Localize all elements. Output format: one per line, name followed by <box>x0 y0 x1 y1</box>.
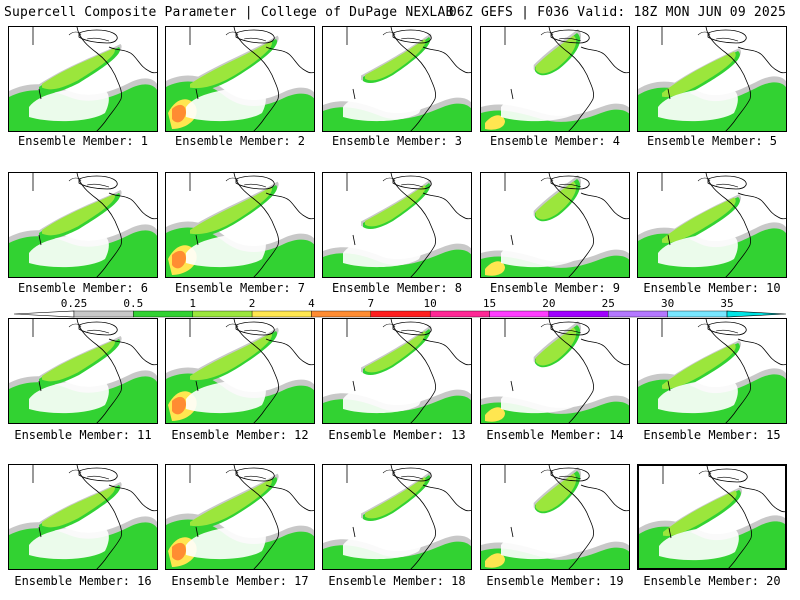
member-label: Ensemble Member: 10 <box>643 281 781 295</box>
legend-tick-label: 2 <box>248 297 256 310</box>
scp-map <box>323 319 471 423</box>
scp-map <box>323 173 471 277</box>
color-legend <box>13 310 787 318</box>
ensemble-panel-1 <box>8 26 158 132</box>
ensemble-panel-8 <box>322 172 472 278</box>
scp-map <box>9 27 157 131</box>
scp-map <box>166 319 314 423</box>
legend-tick-label: 15 <box>482 297 497 310</box>
member-label: Ensemble Member: 11 <box>14 428 152 442</box>
legend-swatch <box>548 310 609 318</box>
ensemble-panel-15 <box>637 318 787 424</box>
legend-tick-label: 7 <box>367 297 375 310</box>
scp-map <box>638 173 786 277</box>
member-label: Ensemble Member: 9 <box>489 281 621 295</box>
scp-map <box>481 465 629 569</box>
ensemble-panel-12 <box>165 318 315 424</box>
legend-tick-label: 25 <box>601 297 615 310</box>
legend-tick-label: 4 <box>308 297 315 310</box>
scp-map <box>481 173 629 277</box>
ensemble-panel-2 <box>165 26 315 132</box>
ensemble-panel-9 <box>480 172 630 278</box>
member-label: Ensemble Member: 13 <box>328 428 466 442</box>
ensemble-panel-20 <box>637 464 787 570</box>
legend-swatch <box>667 310 728 318</box>
ensemble-panel-7 <box>165 172 315 278</box>
legend-tick-label: 35 <box>720 297 734 310</box>
ensemble-panel-17 <box>165 464 315 570</box>
scp-map <box>9 319 157 423</box>
ensemble-panel-4 <box>480 26 630 132</box>
legend-arrow-high <box>726 310 787 318</box>
legend-tick-label: 30 <box>661 297 675 310</box>
legend-tick-label: 0.5 <box>123 297 144 310</box>
ensemble-panel-18 <box>322 464 472 570</box>
scp-map <box>323 27 471 131</box>
scp-map <box>323 465 471 569</box>
scp-map <box>9 465 157 569</box>
ensemble-panel-5 <box>637 26 787 132</box>
legend-swatch <box>370 310 431 318</box>
scp-map <box>638 27 786 131</box>
scp-map <box>166 465 314 569</box>
member-label: Ensemble Member: 20 <box>643 574 781 588</box>
member-label: Ensemble Member: 6 <box>17 281 149 295</box>
scp-map <box>481 27 629 131</box>
legend-tick-label: 20 <box>542 297 556 310</box>
legend-swatch <box>311 310 372 318</box>
member-label: Ensemble Member: 17 <box>171 574 309 588</box>
legend-tick-label: 1 <box>189 297 197 310</box>
ensemble-panel-10 <box>637 172 787 278</box>
member-label: Ensemble Member: 4 <box>489 134 621 148</box>
ensemble-panel-14 <box>480 318 630 424</box>
member-label: Ensemble Member: 18 <box>328 574 466 588</box>
member-label: Ensemble Member: 2 <box>174 134 306 148</box>
ensemble-panel-13 <box>322 318 472 424</box>
legend-tick-label: 10 <box>423 297 437 310</box>
legend-swatch <box>73 310 134 318</box>
legend-arrow-low <box>13 310 75 318</box>
member-label: Ensemble Member: 14 <box>486 428 624 442</box>
legend-swatch <box>251 310 312 318</box>
legend-swatch <box>192 310 253 318</box>
header-title: Supercell Composite Parameter | College … <box>4 5 454 20</box>
scp-map <box>638 319 786 423</box>
member-label: Ensemble Member: 1 <box>17 134 149 148</box>
ensemble-panel-3 <box>322 26 472 132</box>
member-label: Ensemble Member: 19 <box>486 574 624 588</box>
member-label: Ensemble Member: 15 <box>643 428 781 442</box>
ensemble-panel-6 <box>8 172 158 278</box>
member-label: Ensemble Member: 3 <box>331 134 463 148</box>
member-label: Ensemble Member: 12 <box>171 428 309 442</box>
member-label: Ensemble Member: 5 <box>646 134 778 148</box>
legend-swatch <box>608 310 668 318</box>
legend-swatch <box>429 310 490 318</box>
scp-map <box>639 466 785 568</box>
legend-swatch <box>133 310 193 318</box>
scp-map <box>9 173 157 277</box>
ensemble-panel-19 <box>480 464 630 570</box>
member-label: Ensemble Member: 7 <box>174 281 306 295</box>
ensemble-panel-11 <box>8 318 158 424</box>
header-valid-time: 06Z GEFS | F036 Valid: 18Z MON JUN 09 20… <box>448 5 786 20</box>
member-label: Ensemble Member: 8 <box>331 281 463 295</box>
legend-swatch <box>489 310 550 318</box>
scp-map <box>481 319 629 423</box>
scp-map <box>166 173 314 277</box>
legend-tick-label: 0.25 <box>60 297 88 310</box>
member-label: Ensemble Member: 16 <box>14 574 152 588</box>
scp-map <box>166 27 314 131</box>
ensemble-panel-16 <box>8 464 158 570</box>
